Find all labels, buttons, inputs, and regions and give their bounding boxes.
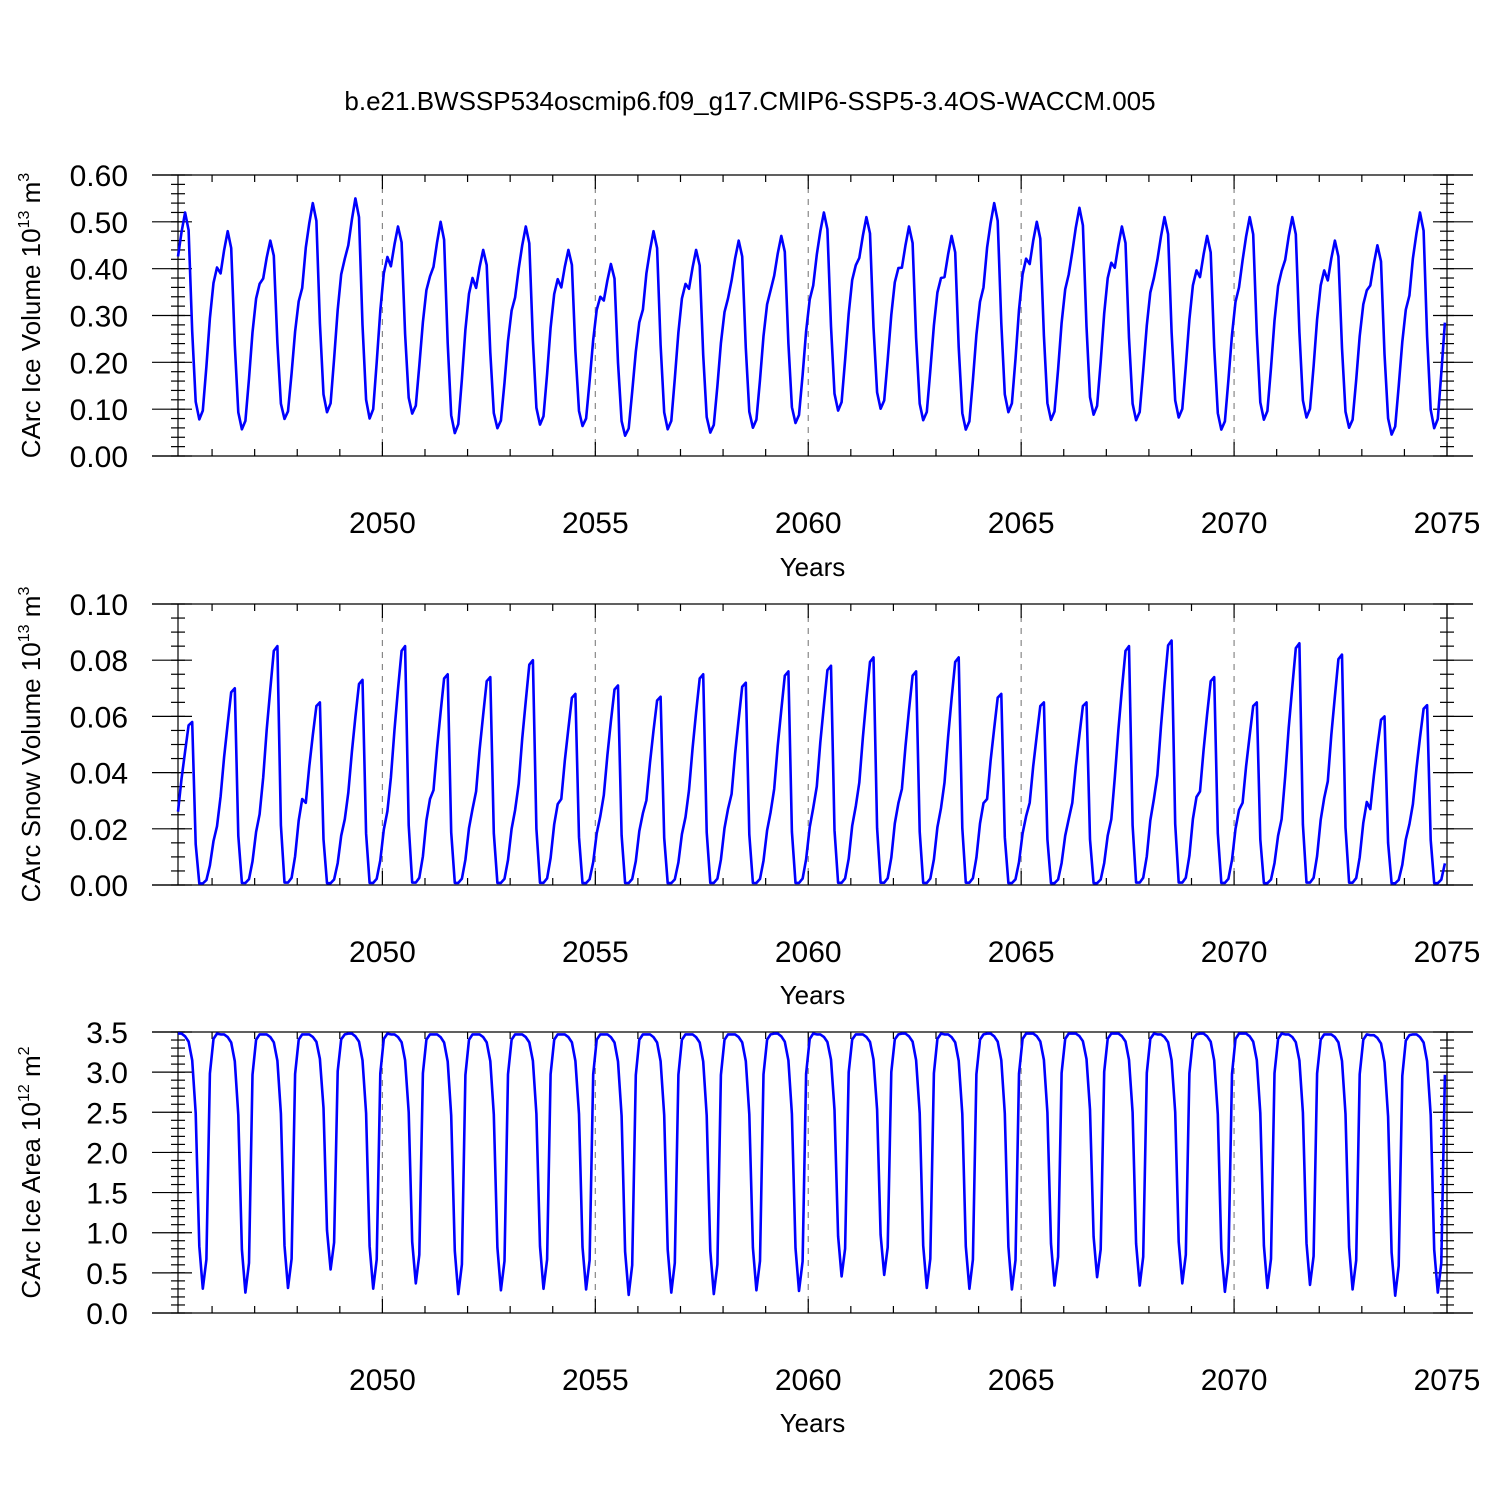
y-tick-label: 0.06: [70, 701, 128, 734]
y-tick-label: 0.10: [70, 589, 128, 622]
y-tick-label: 0.00: [70, 870, 128, 903]
panels: 0.00 0.10 0.20 0.30 0.40 0.50 0.60 2050 2055 2060…: [16, 160, 1480, 1438]
series-line-ice-volume: [176, 197, 1447, 437]
y-axis-label: CArc Ice Volume 1013 m3: [16, 173, 46, 458]
x-tick-label: 2055: [562, 1364, 629, 1397]
y-tick-label: 0.5: [86, 1258, 128, 1291]
x-axis-label: Years: [780, 552, 846, 582]
y-tick-label: 1.5: [86, 1178, 128, 1211]
panel-snow-volume: 0.00 0.02 0.04 0.06 0.08 0.10 2050 2055 2060 2065…: [16, 587, 1480, 1010]
x-tick-label: 2060: [775, 1364, 842, 1397]
y-tick-label: 2.0: [86, 1137, 128, 1170]
y-tick-label: 0.60: [70, 160, 128, 193]
y-tick-label: 0.04: [70, 758, 128, 791]
y-axis-label: CArc Snow Volume 1013 m3: [16, 587, 46, 903]
x-tick-label: 2050: [349, 936, 416, 969]
series-line-ice-area: [178, 1032, 1447, 1297]
y-tick-label: 2.5: [86, 1097, 128, 1130]
x-tick-label: 2055: [562, 507, 629, 540]
x-tick-label: 2060: [775, 936, 842, 969]
y-tick-label: 3.0: [86, 1057, 128, 1090]
y-tick-label: 0.50: [70, 207, 128, 240]
y-tick-label: 1.0: [86, 1218, 128, 1251]
series-line-snow-volume: [176, 639, 1447, 885]
y-tick-label: 0.20: [70, 347, 128, 380]
x-tick-label: 2075: [1414, 1364, 1481, 1397]
y-tick-label: 0.02: [70, 814, 128, 847]
x-tick-label: 2065: [988, 507, 1055, 540]
chart-title: b.e21.BWSSP534oscmip6.f09_g17.CMIP6-SSP5…: [344, 86, 1155, 116]
y-tick-label: 0.10: [70, 394, 128, 427]
x-axis-label: Years: [780, 980, 846, 1010]
x-tick-label: 2060: [775, 507, 842, 540]
panel-ice-area: 0.0 0.5 1.0 1.5 2.0 2.5 3.0 3.5 2050 2055 2060 2065…: [16, 1017, 1480, 1438]
x-tick-label: 2050: [349, 507, 416, 540]
x-tick-label: 2070: [1201, 936, 1268, 969]
x-tick-label: 2075: [1414, 507, 1481, 540]
y-tick-label: 3.5: [86, 1017, 128, 1050]
x-tick-label: 2070: [1201, 507, 1268, 540]
x-tick-label: 2055: [562, 936, 629, 969]
y-axis-label: CArc Ice Area 1012 m2: [16, 1046, 46, 1298]
x-tick-label: 2050: [349, 1364, 416, 1397]
y-tick-label: 0.30: [70, 301, 128, 334]
x-tick-label: 2065: [988, 1364, 1055, 1397]
panel-ice-volume: 0.00 0.10 0.20 0.30 0.40 0.50 0.60 2050 2055 2060…: [16, 160, 1480, 582]
y-tick-label: 0.00: [70, 441, 128, 474]
x-tick-label: 2075: [1414, 936, 1481, 969]
y-tick-label: 0.40: [70, 254, 128, 287]
x-tick-label: 2070: [1201, 1364, 1268, 1397]
y-tick-label: 0.0: [86, 1298, 128, 1331]
x-axis-label: Years: [780, 1408, 846, 1438]
x-tick-label: 2065: [988, 936, 1055, 969]
y-tick-label: 0.08: [70, 645, 128, 678]
